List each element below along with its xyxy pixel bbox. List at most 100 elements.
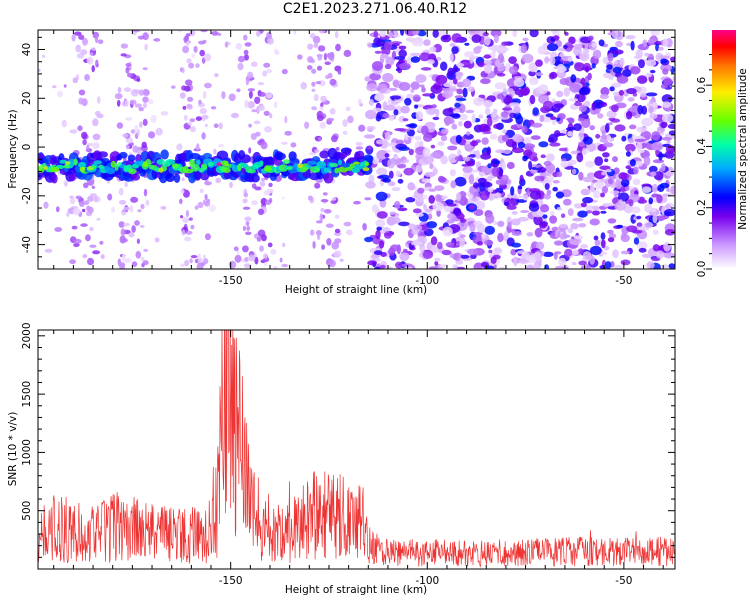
- heatmap-cell-1375: [647, 39, 657, 44]
- heatmap-cell-972: [658, 55, 670, 59]
- heatmap-cell-1574: [142, 96, 149, 103]
- heatmap-cell-773: [554, 265, 563, 269]
- heatmap-cell-1701: [190, 255, 198, 259]
- heatmap-cell-1468: [449, 53, 454, 62]
- heatmap-cell-1203: [556, 206, 562, 211]
- heatmap-cell-1892: [187, 121, 193, 126]
- heatmap-cell-1750: [248, 254, 256, 262]
- heatmap-cell-1494: [567, 57, 573, 62]
- heatmap-cell-1200: [600, 210, 607, 214]
- heatmap-cell-1964: [148, 99, 154, 105]
- heatmap-cell-1297: [537, 45, 546, 55]
- snr-x-tick-label: -150: [219, 575, 243, 587]
- heatmap-cell-797: [602, 142, 614, 148]
- heatmap-cell-1489: [389, 95, 402, 100]
- heatmap-cell-1135: [560, 160, 569, 168]
- heatmap-cell-1437: [533, 251, 542, 261]
- heatmap-cell-1708: [204, 193, 208, 201]
- heatmap-cell-2055: [97, 39, 104, 44]
- heatmap-cell-404: [420, 67, 432, 71]
- heatmap-cell-2436: [353, 161, 360, 165]
- heatmap-cell-326: [549, 211, 555, 216]
- heatmap-cell-1262: [645, 59, 657, 67]
- heatmap-cell-192: [513, 256, 518, 267]
- heatmap-cell-782: [461, 78, 472, 88]
- heatmap-cell-1296: [382, 177, 391, 183]
- heatmap-cell-1251: [670, 185, 675, 195]
- heatmap-cell-2295: [344, 148, 352, 156]
- heatmap-cell-1336: [364, 236, 374, 243]
- heatmap-cell-1451: [501, 174, 509, 182]
- heatmap-cell-253: [376, 167, 388, 176]
- heatmap-cell-573: [508, 56, 517, 64]
- heatmap-cell-537: [387, 142, 398, 147]
- heatmap-cell-814: [491, 45, 497, 54]
- heatmap-cell-996: [662, 101, 671, 108]
- heatmap-cell-303: [613, 167, 620, 175]
- heatmap-cell-1621: [140, 203, 145, 210]
- heatmap-cell-893: [571, 261, 577, 266]
- heatmap-cell-1629: [122, 133, 129, 138]
- heatmap-cell-1285: [550, 56, 556, 66]
- heatmap-cell-71: [552, 180, 560, 184]
- heatmap-cell-913: [566, 117, 574, 121]
- heatmap-cell-2021: [333, 250, 342, 258]
- heatmap-cell-507: [440, 135, 448, 142]
- heatmap-cell-1369: [558, 65, 567, 73]
- heatmap-cell-1981: [245, 221, 250, 226]
- heatmap-cell-2025: [124, 258, 132, 263]
- heatmap-cell-1376: [591, 42, 598, 48]
- heatmap-cell-1667: [188, 62, 195, 69]
- heatmap-cell-777: [430, 84, 443, 94]
- heatmap-cell-1329: [459, 238, 466, 248]
- heatmap-cell-1950: [52, 85, 57, 89]
- heatmap-cell-1540: [92, 118, 99, 127]
- heatmap-cell-1401: [445, 241, 455, 248]
- heatmap-cell-1836: [316, 114, 324, 122]
- heatmap-cell-652: [630, 66, 641, 75]
- heatmap-cell-2032: [61, 119, 67, 128]
- heatmap-cell-1783: [319, 121, 326, 129]
- heatmap-cell-1447: [442, 226, 453, 237]
- heatmap-cell-758: [414, 104, 419, 109]
- heatmap-cell-1247: [415, 111, 423, 121]
- heatmap-cell-1991: [268, 197, 273, 203]
- heatmap-cell-1445: [512, 30, 518, 38]
- heatmap-cell-2005: [132, 145, 139, 153]
- heatmap-cell-1881: [137, 35, 145, 40]
- heatmap-cell-1776: [267, 34, 272, 39]
- heatmap-cell-1078: [393, 155, 399, 160]
- heatmap-cell-1268: [649, 99, 654, 104]
- heatmap-cell-1731: [267, 37, 274, 45]
- heatmap-cell-1365: [394, 128, 406, 132]
- heatmap-cell-1449: [446, 203, 457, 207]
- heatmap-cell-1752: [248, 123, 252, 128]
- heatmap-cell-1219: [395, 170, 401, 177]
- heatmap-cell-553: [363, 134, 376, 139]
- heatmap-cell-845: [616, 224, 624, 229]
- heatmap-cell-1350: [438, 175, 445, 183]
- heatmap-cell-62: [650, 30, 661, 36]
- heatmap-cell-410: [393, 30, 398, 35]
- heatmap-cell-1704: [181, 229, 186, 236]
- heatmap-cell-1457: [511, 231, 522, 236]
- heatmap-cell-1966: [256, 237, 262, 242]
- heatmap-cell-1464: [567, 131, 574, 137]
- heatmap-cell-1834: [322, 192, 328, 196]
- heatmap-cell-885: [663, 252, 675, 259]
- spectrogram-y-tick-label: -40: [21, 236, 33, 253]
- heatmap-cell-1810: [325, 74, 330, 80]
- heatmap-cell-1956: [307, 195, 313, 201]
- heatmap-cell-1210: [493, 65, 498, 75]
- heatmap-cell-1085: [523, 143, 535, 150]
- heatmap-cell-1248: [627, 97, 635, 102]
- heatmap-cell-1495: [627, 137, 634, 144]
- heatmap-cell-1541: [80, 223, 88, 227]
- heatmap-cell-1563: [82, 254, 88, 259]
- heatmap-cell-1310: [371, 61, 384, 71]
- heatmap-cell-1211: [578, 86, 590, 95]
- heatmap-cell-255: [423, 39, 431, 46]
- heatmap-cell-530: [453, 77, 458, 85]
- heatmap-cell-1924: [339, 258, 344, 262]
- spectrogram-y-tick-label: 20: [21, 92, 33, 105]
